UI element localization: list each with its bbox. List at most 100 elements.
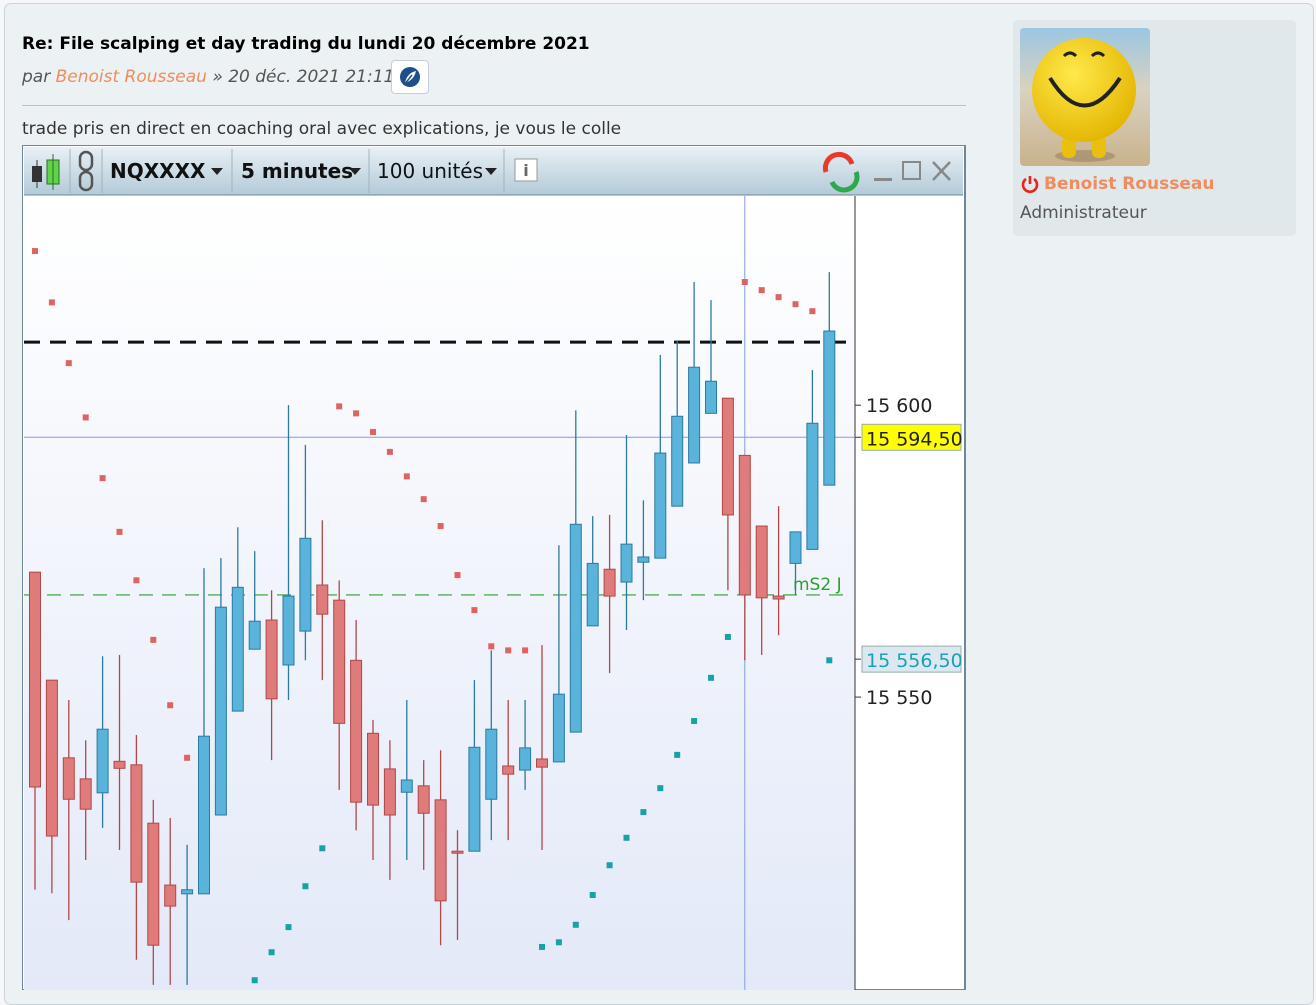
sar-dot: [623, 834, 630, 841]
sar-dot: [150, 636, 157, 643]
candle-body: [45, 679, 58, 837]
y-tick-label: 15 550: [866, 687, 932, 709]
post-date: 20 déc. 2021 21:11: [228, 67, 395, 87]
sar-dot: [437, 523, 444, 530]
sar-dot: [268, 949, 275, 956]
candle-body: [451, 850, 464, 854]
candle-body: [738, 454, 751, 596]
sar-dot: [319, 845, 326, 852]
price-label: 15 556,50: [866, 650, 963, 672]
avatar[interactable]: [1020, 28, 1150, 166]
sar-dot: [758, 287, 765, 294]
chart-screenshot: i NQXXXX 5 minutes 100 unités 15 600 15 5…: [22, 145, 966, 990]
sar-dot: [184, 754, 191, 761]
sar-dot: [454, 572, 461, 579]
candle-body: [806, 422, 819, 550]
sar-dot: [32, 248, 38, 255]
candle-body: [468, 746, 481, 852]
sar-dot: [809, 308, 816, 315]
sar-dot: [775, 294, 782, 301]
profile-role: Administrateur: [1020, 203, 1147, 223]
candle-body: [231, 586, 244, 712]
author-link[interactable]: Benoist Rousseau: [55, 67, 207, 87]
sar-dot: [133, 577, 140, 584]
candle-body: [637, 556, 650, 563]
candle-body: [671, 415, 684, 507]
candle-body: [569, 523, 582, 733]
candle-body: [299, 537, 312, 632]
sar-dot: [336, 403, 343, 410]
candle-body: [603, 568, 616, 597]
sar-dot: [99, 475, 106, 482]
sar-dot: [708, 674, 714, 681]
candle-body: [367, 732, 379, 806]
candle-body: [485, 728, 498, 800]
candle-body: [333, 599, 346, 724]
candle-body: [519, 747, 532, 771]
candle-body: [147, 822, 160, 946]
post-icon-button[interactable]: [391, 60, 429, 94]
candle-body: [654, 452, 667, 559]
candle-body: [586, 562, 599, 627]
candle-body: [164, 884, 177, 907]
candle-body: [705, 380, 717, 414]
separator: »: [212, 67, 223, 87]
price-label-box: [861, 645, 962, 673]
sar-dot: [82, 414, 89, 421]
candle-body: [823, 330, 836, 486]
sar-dot: [403, 473, 410, 480]
sar-dot: [370, 429, 376, 436]
sar-dot: [302, 883, 309, 890]
instrument-select[interactable]: NQXXXX: [110, 159, 206, 183]
sar-dot: [488, 643, 495, 650]
period-select[interactable]: 5 minutes: [241, 159, 353, 183]
candle-body: [536, 758, 548, 768]
candle-body: [417, 785, 430, 814]
sar-dot: [353, 410, 360, 417]
sar-dot: [285, 924, 292, 931]
level-label: mS2 J: [793, 575, 842, 595]
sar-dot: [691, 718, 698, 725]
candle-body: [350, 659, 363, 803]
sar-dot: [741, 278, 748, 285]
candle-body: [772, 595, 785, 600]
sar-dot: [471, 607, 478, 614]
byline: par Benoist Rousseau » 20 déc. 2021 21:1…: [22, 67, 394, 87]
sar-dot: [657, 785, 664, 792]
sar-dot: [65, 360, 72, 367]
toolbar-icons: i: [32, 150, 951, 193]
candle-body: [400, 779, 413, 793]
sar-dot: [724, 633, 731, 640]
sar-dot: [572, 921, 579, 928]
units-select[interactable]: 100 unités: [377, 159, 483, 183]
candle-body: [789, 531, 802, 564]
candle-body: [434, 799, 447, 902]
candle-body: [316, 584, 329, 615]
candle-body: [755, 525, 768, 599]
candle-body: [552, 693, 565, 763]
profile-name[interactable]: Benoist Rousseau: [1044, 174, 1215, 194]
sar-dot: [167, 702, 174, 709]
sar-dot: [522, 647, 529, 654]
leaf-icon: [400, 67, 420, 87]
candle-body: [79, 778, 92, 810]
candle-body: [96, 728, 109, 794]
candle-body: [130, 764, 143, 883]
chart-layer: 15 600 15 550 15 594,50 15 556,50 mS2 J: [24, 196, 963, 990]
sar-dot: [420, 496, 427, 503]
byline-prefix: par: [22, 67, 51, 87]
online-icon: [1021, 176, 1039, 193]
candle-body: [383, 768, 396, 816]
sar-dot: [48, 299, 55, 306]
candle-body: [29, 571, 41, 788]
candle-body: [620, 543, 633, 583]
post-title[interactable]: Re: File scalping et day trading du lund…: [22, 34, 590, 54]
sar-dot: [606, 862, 613, 869]
candle-body: [265, 619, 278, 700]
candle-body: [721, 397, 734, 516]
candle-body: [62, 757, 75, 800]
candle-body: [688, 366, 701, 464]
y-tick-label: 15 600: [866, 395, 932, 417]
